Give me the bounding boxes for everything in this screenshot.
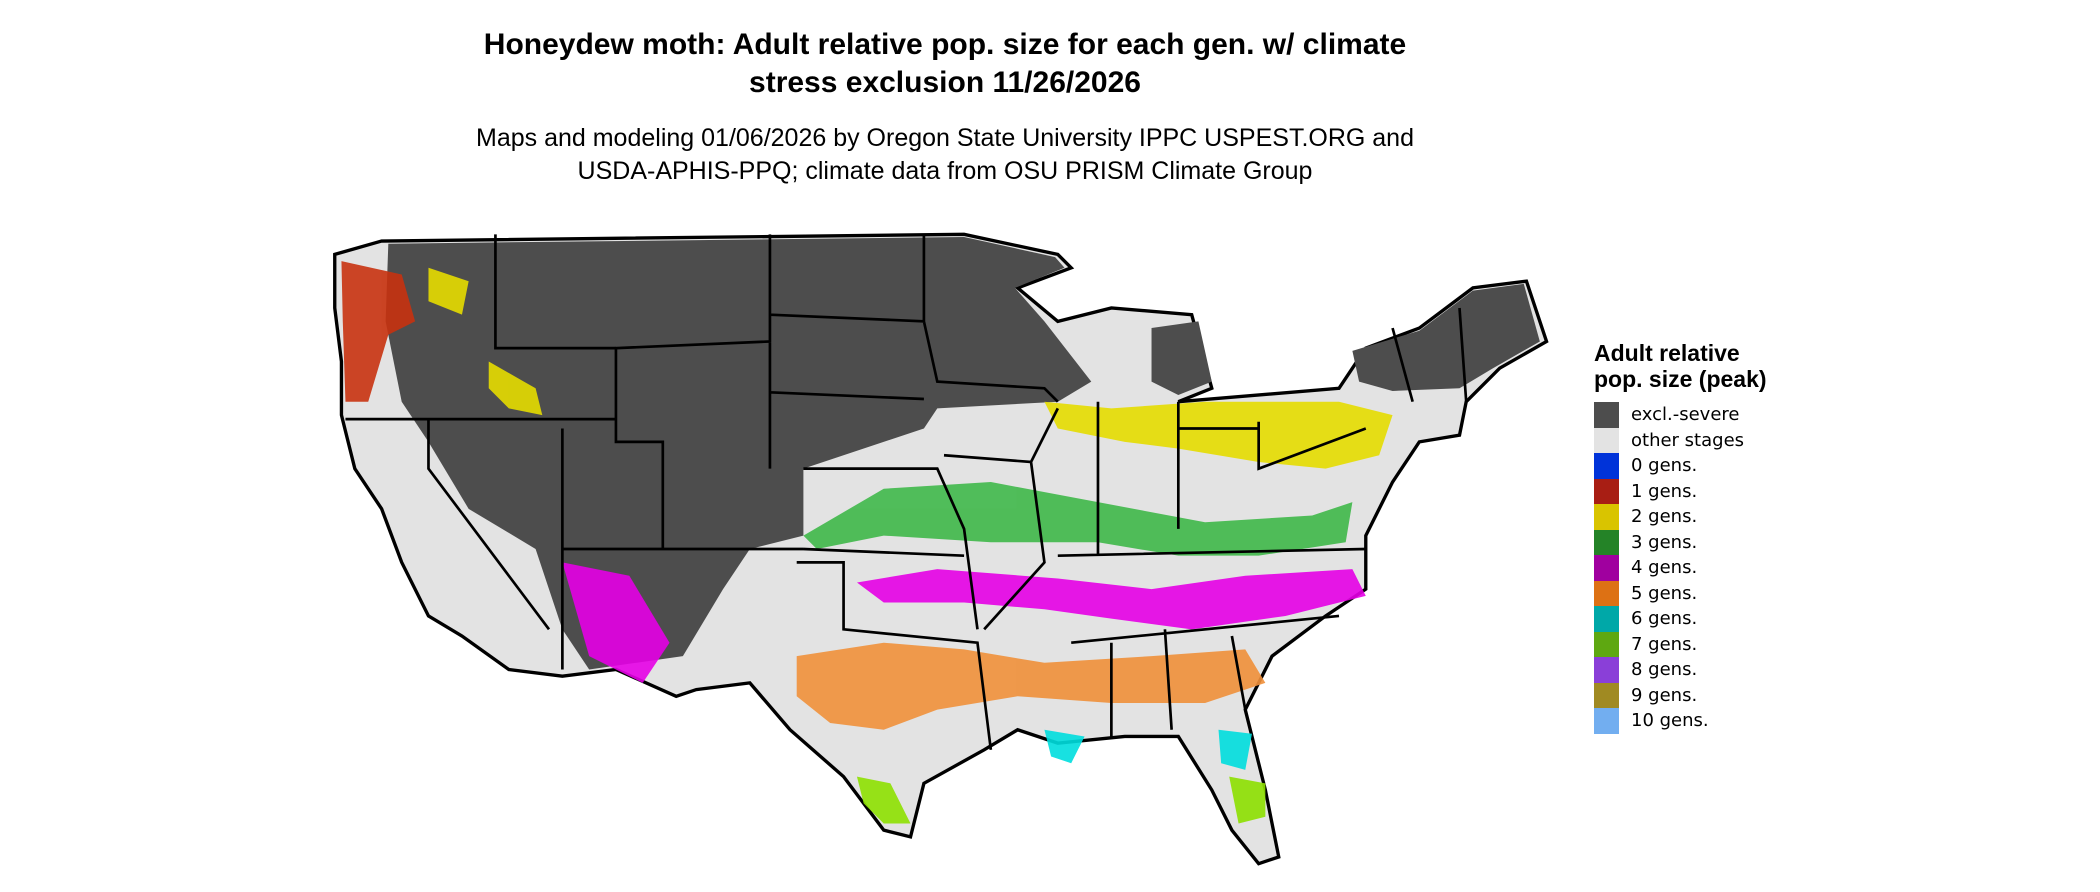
legend-label: 0 gens.: [1631, 455, 1698, 477]
legend-item: 5 gens.: [1594, 580, 1794, 606]
legend-label: 9 gens.: [1631, 684, 1698, 706]
legend-item: 10 gens.: [1594, 708, 1794, 734]
legend-swatch: [1594, 427, 1619, 453]
band-4-gen: [856, 569, 1366, 630]
legend-label: 1 gens.: [1631, 480, 1698, 502]
legend-item: excl.-severe: [1594, 402, 1794, 428]
band-5-gen: [796, 642, 1266, 730]
legend-swatch: [1594, 555, 1619, 581]
legend-label: 8 gens.: [1631, 659, 1698, 681]
band-1-gen: [341, 261, 416, 402]
legend-item: 7 gens.: [1594, 631, 1794, 657]
legend-item: 4 gens.: [1594, 555, 1794, 581]
legend-swatch: [1594, 529, 1619, 555]
legend-swatch: [1594, 580, 1619, 606]
band-4-gen-west: [562, 562, 670, 683]
subtitle-line-1: Maps and modeling 01/06/2026 by Oregon S…: [476, 124, 1414, 152]
legend-item: other stages: [1594, 427, 1794, 453]
legend-label: 2 gens.: [1631, 506, 1698, 528]
excluded-region-michigan: [1151, 321, 1212, 396]
legend-swatch: [1594, 402, 1619, 428]
legend-label: 4 gens.: [1631, 557, 1698, 579]
legend-label: other stages: [1631, 429, 1745, 451]
legend-swatch: [1594, 682, 1619, 708]
band-6-gen: [1044, 729, 1252, 770]
title-line-1: Honeydew moth: Adult relative pop. size …: [483, 28, 1407, 61]
legend-swatch: [1594, 631, 1619, 657]
title-line-2: stress exclusion 11/26/2026: [749, 66, 1141, 99]
legend-title: Adult relative pop. size (peak): [1594, 340, 1767, 392]
legend-swatch: [1594, 657, 1619, 683]
legend-item: 6 gens.: [1594, 606, 1794, 632]
legend-item: 0 gens.: [1594, 453, 1794, 479]
legend-swatch: [1594, 478, 1619, 504]
legend-label: 7 gens.: [1631, 633, 1698, 655]
excluded-region-northeast: [1352, 283, 1540, 391]
legend-label: 3 gens.: [1631, 531, 1698, 553]
legend-items: excl.-severe other stages 0 gens. 1 gens. 2 …: [1594, 402, 1794, 734]
legend-item: 3 gens.: [1594, 529, 1794, 555]
band-3-gen: [803, 482, 1353, 556]
band-2-gen-west: [428, 267, 543, 416]
legend: Adult relative pop. size (peak) excl.-se…: [1594, 340, 1794, 734]
state-borders: [345, 234, 1468, 751]
band-7-gen: [856, 776, 1266, 824]
subtitle-line-2: USDA-APHIS-PPQ; climate data from OSU PR…: [577, 157, 1313, 185]
legend-label: 5 gens.: [1631, 582, 1698, 604]
legend-swatch: [1594, 504, 1619, 530]
legend-item: 2 gens.: [1594, 504, 1794, 530]
legend-swatch: [1594, 453, 1619, 479]
legend-item: 1 gens.: [1594, 478, 1794, 504]
legend-label: 10 gens.: [1631, 710, 1709, 732]
legend-swatch: [1594, 606, 1619, 632]
map-title: Honeydew moth: Adult relative pop. size …: [0, 26, 1890, 102]
legend-swatch: [1594, 708, 1619, 734]
legend-label: 6 gens.: [1631, 608, 1698, 630]
legend-label: excl.-severe: [1631, 404, 1740, 426]
legend-item: 9 gens.: [1594, 682, 1794, 708]
legend-item: 8 gens.: [1594, 657, 1794, 683]
map-subtitle: Maps and modeling 01/06/2026 by Oregon S…: [0, 122, 1890, 188]
